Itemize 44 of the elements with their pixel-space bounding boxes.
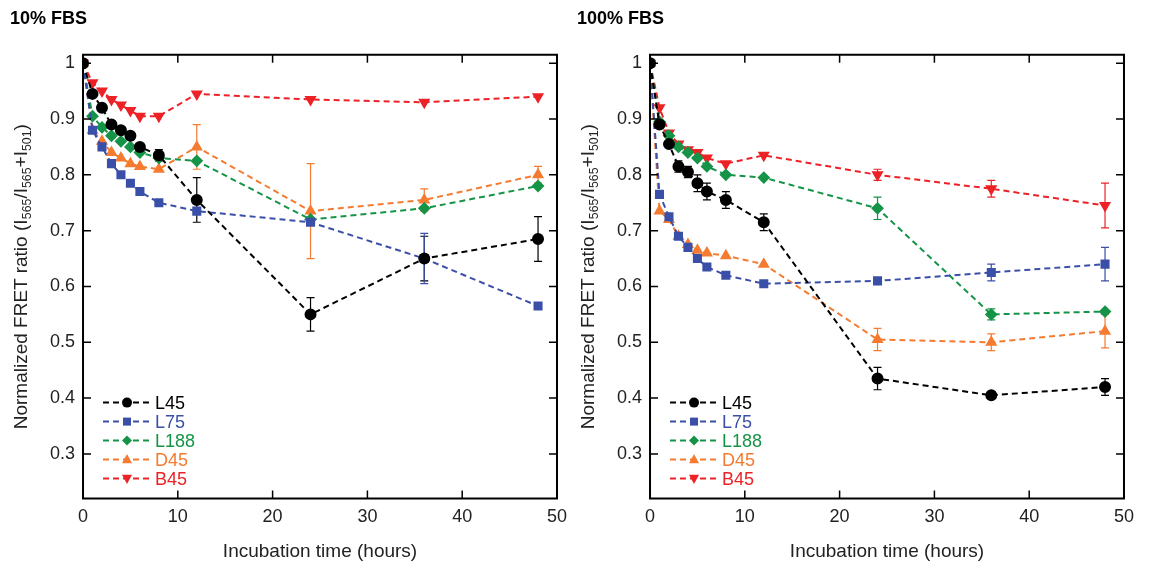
legend-label: L188 — [722, 430, 763, 451]
y-tick-label: 1 — [65, 52, 76, 73]
y-tick-label: 0.8 — [49, 163, 76, 184]
y-axis-title: Normalized FRET ratio (I565/I565+I501) — [577, 124, 602, 430]
x-axis-title: Incubation time (hours) — [222, 539, 418, 561]
legend-label: L188 — [155, 430, 196, 451]
chart-title: 10% FBS — [9, 8, 89, 30]
y-tick-label: 0.6 — [49, 275, 76, 296]
x-tick-label: 30 — [924, 506, 945, 527]
x-tick-label: 0 — [78, 506, 89, 527]
y-tick-label: 0.4 — [49, 387, 76, 408]
y-tick-label: 0.7 — [616, 219, 643, 240]
y-tick-label: 0.9 — [49, 107, 76, 128]
legend-label: D45 — [722, 449, 756, 470]
y-tick-label: 0.4 — [616, 387, 643, 408]
x-tick-label: 0 — [645, 506, 656, 527]
x-axis-title: Incubation time (hours) — [789, 539, 985, 561]
y-tick-label: 0.8 — [616, 163, 643, 184]
x-tick-label: 30 — [357, 506, 378, 527]
x-tick-label: 40 — [1019, 506, 1040, 527]
x-tick-label: 10 — [734, 506, 755, 527]
y-tick-label: 0.6 — [616, 275, 643, 296]
y-tick-label: 0.9 — [616, 107, 643, 128]
x-tick-label: 20 — [829, 506, 850, 527]
x-tick-label: 40 — [452, 506, 473, 527]
chart-title: 100% FBS — [576, 8, 666, 30]
legend-label: L75 — [722, 411, 753, 432]
x-tick-label: 10 — [167, 506, 188, 527]
y-axis-title: Normalized FRET ratio (I565/I565+I501) — [10, 124, 35, 430]
x-tick-label: 50 — [1113, 506, 1134, 527]
y-tick-label: 1 — [632, 52, 643, 73]
legend-label: B45 — [155, 468, 188, 489]
y-tick-label: 0.5 — [49, 331, 76, 352]
y-tick-label: 0.3 — [616, 442, 643, 463]
y-tick-label: 0.3 — [49, 442, 76, 463]
x-tick-label: 50 — [546, 506, 567, 527]
legend-label: L75 — [155, 411, 186, 432]
x-tick-label: 20 — [262, 506, 283, 527]
y-tick-label: 0.5 — [616, 331, 643, 352]
legend-label: B45 — [722, 468, 755, 489]
y-tick-label: 0.7 — [49, 219, 76, 240]
legend-label: L45 — [722, 392, 753, 413]
legend-label: L45 — [155, 392, 186, 413]
legend-label: D45 — [155, 449, 189, 470]
